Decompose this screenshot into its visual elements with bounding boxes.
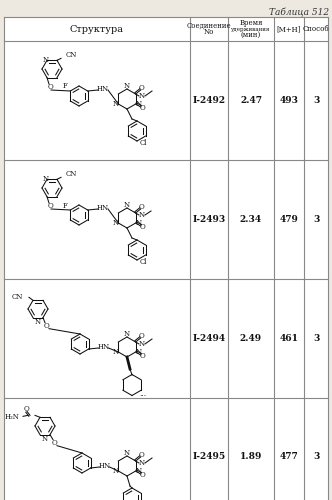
Text: I-2493: I-2493 (192, 215, 226, 224)
Text: 3: 3 (313, 96, 319, 105)
Text: O: O (52, 438, 58, 446)
Text: F: F (63, 82, 68, 90)
Text: CN: CN (66, 52, 77, 60)
Text: удерживания: удерживания (231, 26, 271, 32)
Text: CN: CN (66, 170, 77, 178)
Text: O: O (140, 471, 145, 479)
Text: N: N (139, 459, 145, 467)
Text: O: O (139, 84, 144, 92)
Text: N: N (135, 219, 142, 227)
Text: 493: 493 (280, 96, 298, 105)
Text: Способ: Способ (303, 25, 329, 33)
Text: N: N (43, 176, 49, 184)
Text: O: O (140, 223, 145, 231)
Text: Структура: Структура (70, 24, 124, 34)
Text: 3: 3 (313, 215, 319, 224)
Text: N: N (135, 100, 142, 108)
Text: F: F (63, 202, 68, 210)
Text: CN: CN (12, 294, 23, 302)
Text: HN: HN (97, 204, 109, 212)
Text: 2.34: 2.34 (240, 215, 262, 224)
Text: N: N (135, 467, 142, 475)
Text: HN: HN (97, 343, 110, 351)
Text: N: N (112, 467, 119, 475)
Text: Время: Время (239, 19, 263, 27)
Text: N: N (42, 435, 48, 443)
Text: N: N (139, 211, 145, 219)
Text: I-2492: I-2492 (193, 96, 225, 105)
Text: N: N (139, 340, 145, 348)
Text: HN: HN (97, 85, 109, 93)
Text: O: O (140, 104, 145, 112)
Text: 479: 479 (280, 215, 298, 224)
Text: N: N (112, 348, 119, 356)
Text: N: N (35, 318, 41, 326)
Text: Таблица 512: Таблица 512 (269, 8, 329, 18)
Text: 2.49: 2.49 (240, 334, 262, 343)
Text: HN: HN (98, 462, 111, 470)
Text: [M+H]: [M+H] (277, 25, 301, 33)
Text: N: N (43, 56, 49, 64)
Text: 3: 3 (313, 334, 319, 343)
Text: O: O (47, 83, 53, 91)
Text: O: O (139, 203, 144, 211)
Text: 461: 461 (280, 334, 298, 343)
Text: No: No (204, 28, 214, 36)
Text: N: N (112, 100, 119, 108)
Text: O: O (24, 406, 30, 413)
Text: ...: ... (139, 390, 146, 398)
Text: O: O (44, 322, 50, 330)
Text: N: N (112, 219, 119, 227)
Text: N: N (139, 92, 145, 100)
Text: Соединение: Соединение (187, 22, 231, 30)
Text: Cl: Cl (140, 258, 147, 266)
Text: Cl: Cl (140, 139, 147, 147)
Text: N: N (124, 330, 130, 338)
Text: O: O (139, 451, 144, 459)
Text: O: O (140, 352, 145, 360)
Text: N: N (124, 82, 130, 90)
Text: H₂N: H₂N (5, 414, 20, 422)
Text: I-2494: I-2494 (193, 334, 225, 343)
Text: O: O (139, 332, 144, 340)
Text: I-2495: I-2495 (193, 452, 225, 461)
Text: N: N (124, 449, 130, 457)
Text: 3: 3 (313, 452, 319, 461)
Text: 1.89: 1.89 (240, 452, 262, 461)
Text: O: O (47, 202, 53, 210)
Text: N: N (135, 348, 142, 356)
Text: (мин): (мин) (241, 31, 261, 39)
Text: 477: 477 (280, 452, 298, 461)
Text: N: N (124, 201, 130, 209)
Text: 2.47: 2.47 (240, 96, 262, 105)
